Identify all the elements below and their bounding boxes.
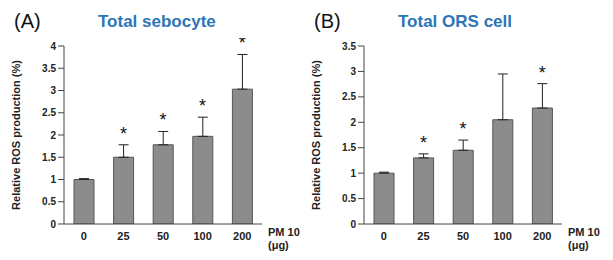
svg-text:*: * <box>239 38 246 53</box>
html-text:Total sebocyte: Total sebocyte <box>98 12 216 31</box>
svg-text:3: 3 <box>50 85 56 96</box>
html-text:Total ORS cell: Total ORS cell <box>398 12 512 31</box>
svg-text:*: * <box>199 96 206 116</box>
svg-text:1: 1 <box>350 168 356 179</box>
svg-text:1.5: 1.5 <box>42 152 56 163</box>
svg-text:Relative ROS production (%): Relative ROS production (%) <box>10 60 22 210</box>
svg-text:0: 0 <box>381 230 387 242</box>
svg-text:3.5: 3.5 <box>42 63 56 74</box>
html-text:(B): (B) <box>314 10 341 32</box>
svg-text:*: * <box>420 133 427 153</box>
svg-text:2: 2 <box>50 130 56 141</box>
svg-text:1.5: 1.5 <box>342 142 356 153</box>
svg-text:PM 10(μg): PM 10(μg) <box>268 226 300 251</box>
svg-text:1: 1 <box>50 174 56 185</box>
svg-text:0: 0 <box>50 219 56 230</box>
svg-text:25: 25 <box>117 230 129 242</box>
svg-text:0.5: 0.5 <box>342 193 356 204</box>
svg-text:50: 50 <box>457 230 469 242</box>
svg-text:200: 200 <box>533 230 551 242</box>
svg-text:4: 4 <box>50 41 56 52</box>
svg-text:2.5: 2.5 <box>342 91 356 102</box>
svg-text:PM 10(μg): PM 10(μg) <box>568 226 600 251</box>
svg-text:0: 0 <box>350 219 356 230</box>
svg-text:*: * <box>459 119 466 139</box>
svg-text:0: 0 <box>81 230 87 242</box>
svg-text:200: 200 <box>233 230 251 242</box>
svg-text:*: * <box>539 63 546 83</box>
svg-text:100: 100 <box>193 230 211 242</box>
svg-text:2.5: 2.5 <box>42 107 56 118</box>
svg-text:*: * <box>159 110 166 130</box>
svg-text:25: 25 <box>417 230 429 242</box>
svg-text:100: 100 <box>493 230 511 242</box>
svg-text:3.5: 3.5 <box>342 41 356 52</box>
svg-text:0.5: 0.5 <box>42 196 56 207</box>
html-text:(A): (A) <box>14 10 41 32</box>
svg-text:*: * <box>120 124 127 144</box>
svg-text:2: 2 <box>350 117 356 128</box>
svg-text:Relative ROS production (%): Relative ROS production (%) <box>310 60 322 210</box>
svg-text:50: 50 <box>157 230 169 242</box>
svg-text:3: 3 <box>350 66 356 77</box>
